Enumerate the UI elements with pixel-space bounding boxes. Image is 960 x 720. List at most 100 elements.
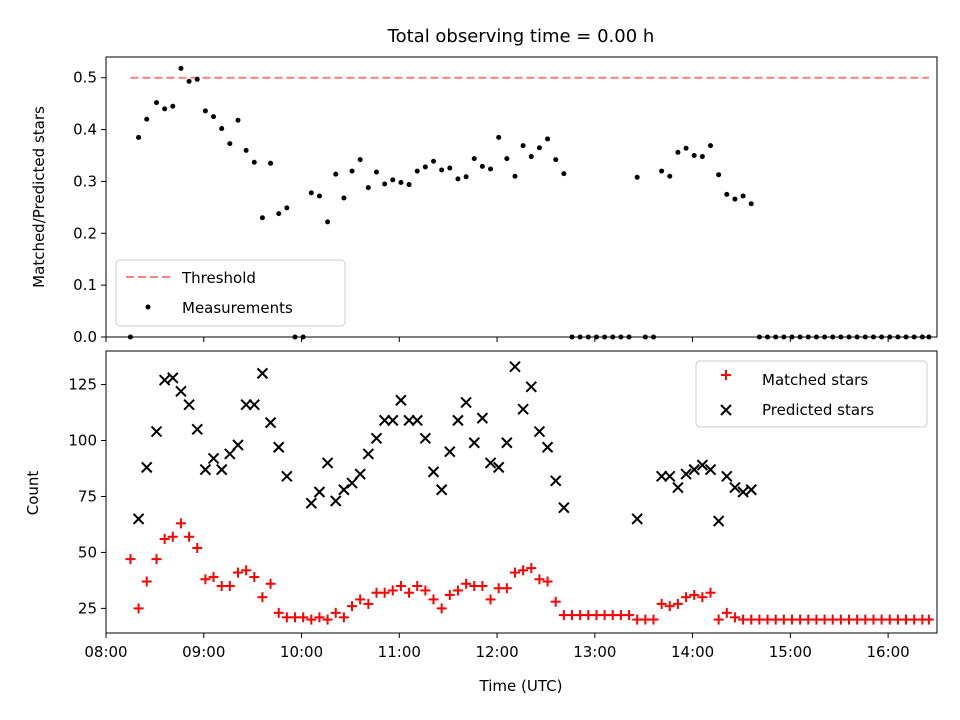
measurement-point xyxy=(235,117,241,123)
matched-star-marker xyxy=(518,565,529,576)
measurement-point xyxy=(349,168,355,174)
bottom-axes-frame xyxy=(105,350,938,634)
predicted-star-marker xyxy=(273,441,285,453)
predicted-star-marker xyxy=(688,463,700,476)
measurement-point xyxy=(186,78,192,84)
measurement-point xyxy=(699,154,705,160)
predicted-star-marker xyxy=(150,425,163,438)
measurement-point xyxy=(357,157,363,163)
matched-star-marker xyxy=(923,614,934,625)
measurement-point xyxy=(724,191,730,197)
measurement-point xyxy=(740,193,746,199)
measurement-point xyxy=(251,159,257,165)
matched-star-marker xyxy=(249,572,260,583)
top-chart-title: Total observing time = 0.00 h xyxy=(387,26,655,47)
measurement-point xyxy=(488,166,494,172)
predicted-star-marker xyxy=(167,372,179,384)
matched-star-marker xyxy=(363,598,374,609)
measurement-point xyxy=(659,168,665,174)
measurement-point xyxy=(528,154,534,160)
measurement-point xyxy=(536,145,542,151)
predicted-star-marker xyxy=(533,425,546,438)
measurement-point xyxy=(455,176,461,182)
predicted-star-marker xyxy=(419,432,432,444)
measurement-point xyxy=(512,173,518,179)
measurement-point xyxy=(716,172,722,178)
measurement-point xyxy=(390,177,396,183)
predicted-star-marker xyxy=(655,470,668,483)
matched-star-marker xyxy=(697,592,708,603)
top-legend-box xyxy=(115,259,346,327)
measurement-point xyxy=(194,76,200,82)
predicted-star-marker xyxy=(387,414,399,427)
legend-matched-marker xyxy=(721,370,731,380)
bottom-x-tick-label: 16:00 xyxy=(867,643,910,661)
matched-star-marker xyxy=(705,587,716,598)
measurement-point xyxy=(431,158,437,164)
predicted-star-marker xyxy=(338,484,350,496)
predicted-star-marker xyxy=(721,470,733,483)
predicted-star-marker xyxy=(558,501,570,514)
predicted-star-marker xyxy=(484,457,497,469)
matched-star-marker xyxy=(273,607,284,618)
predicted-star-marker xyxy=(680,468,692,480)
predicted-star-marker xyxy=(175,385,187,397)
measurement-point xyxy=(471,156,477,162)
bottom-x-tick-label: 13:00 xyxy=(573,643,616,661)
bottom-x-tick-label: 14:00 xyxy=(671,643,714,661)
matched-star-marker xyxy=(387,585,398,596)
predicted-star-marker xyxy=(745,484,757,496)
measurement-point xyxy=(144,116,150,122)
predicted-star-marker xyxy=(712,515,725,527)
bottom-y-tick-label: 100 xyxy=(68,432,97,450)
predicted-star-marker xyxy=(330,495,342,507)
matched-star-marker xyxy=(550,596,561,607)
measurement-point xyxy=(561,171,567,177)
matched-star-marker xyxy=(314,612,325,623)
predicted-star-marker xyxy=(199,463,212,476)
predicted-star-marker xyxy=(704,463,717,476)
matched-star-marker xyxy=(656,598,667,609)
measurement-point xyxy=(675,149,681,155)
matched-star-marker xyxy=(338,612,349,623)
legend-measurements-label: Measurements xyxy=(182,299,293,317)
bottom-x-tick-label: 12:00 xyxy=(475,643,518,661)
legend-measurements-marker xyxy=(145,304,151,310)
predicted-star-marker xyxy=(132,513,145,525)
measurement-point xyxy=(748,201,754,207)
matched-star-marker xyxy=(184,531,195,542)
measurement-point xyxy=(316,193,322,199)
matched-star-marker xyxy=(542,576,553,587)
bottom-y-tick-label: 50 xyxy=(78,543,97,561)
predicted-star-marker xyxy=(468,437,480,449)
matched-star-marker xyxy=(534,574,545,585)
predicted-star-marker xyxy=(281,470,293,483)
predicted-star-marker xyxy=(525,381,537,393)
predicted-star-marker xyxy=(444,446,456,458)
matched-star-marker xyxy=(232,567,243,578)
measurement-point xyxy=(268,160,274,166)
predicted-star-marker xyxy=(141,461,153,474)
predicted-star-marker xyxy=(492,461,505,474)
bottom-x-tick-label: 09:00 xyxy=(182,643,225,661)
predicted-star-marker xyxy=(346,477,358,489)
predicted-star-marker xyxy=(411,414,423,427)
predicted-star-marker xyxy=(696,459,709,471)
matched-star-marker xyxy=(672,598,683,609)
predicted-star-marker xyxy=(354,468,366,480)
matched-star-marker xyxy=(729,612,740,623)
measurement-point xyxy=(414,168,420,174)
bottom-y-tick-label: 25 xyxy=(78,599,97,617)
measurement-point xyxy=(708,143,714,149)
measurement-point xyxy=(178,65,184,71)
predicted-star-marker xyxy=(541,441,554,453)
matched-star-marker xyxy=(151,554,162,565)
top-legend: Threshold Measurements xyxy=(115,259,346,327)
predicted-star-marker xyxy=(395,394,407,406)
predicted-star-marker xyxy=(509,360,521,373)
matched-star-marker xyxy=(133,603,144,614)
predicted-star-marker xyxy=(427,466,440,478)
predicted-star-marker xyxy=(215,463,228,476)
matched-star-marker xyxy=(624,610,635,621)
matched-star-marker xyxy=(175,518,186,529)
